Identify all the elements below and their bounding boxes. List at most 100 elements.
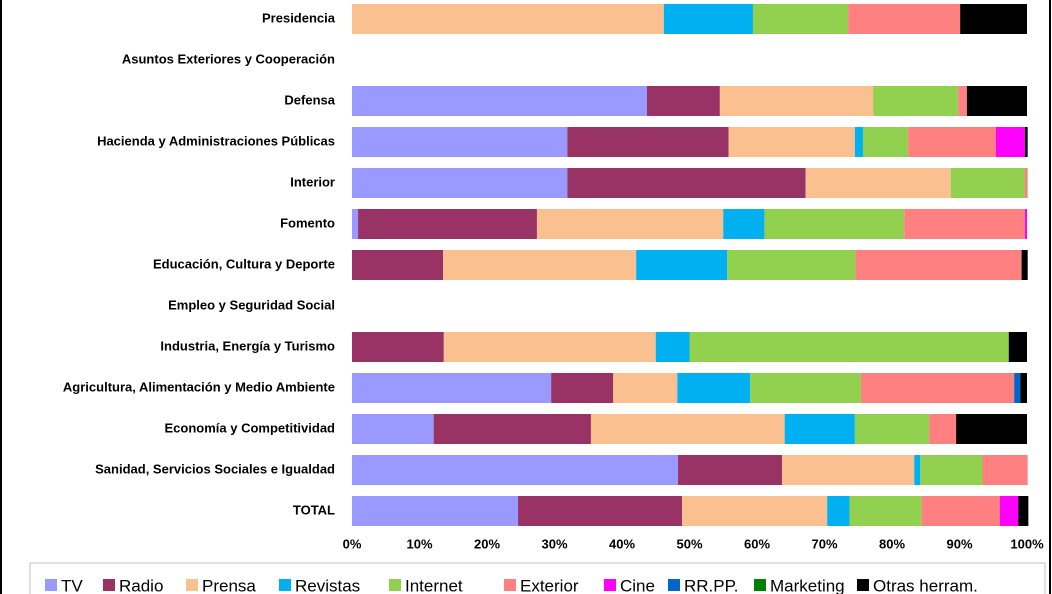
bar-segment (352, 414, 434, 444)
bar-segment (862, 127, 909, 157)
bar-segment (1024, 127, 1028, 157)
bar-segment (929, 414, 957, 444)
x-tick-label: 40% (609, 536, 635, 551)
bar-segment (352, 496, 519, 526)
bar-segment (443, 332, 656, 362)
bar-segment (352, 86, 647, 116)
bar-segment (352, 209, 359, 239)
legend-label: RR.PP. (684, 576, 739, 594)
bar-segment (728, 127, 855, 157)
x-tick-label: 10% (406, 536, 432, 551)
category-label: Empleo y Seguridad Social (168, 297, 335, 312)
bar-segment (352, 373, 552, 403)
bar-segment (352, 168, 568, 198)
legend-swatch (186, 579, 198, 591)
bar-segment (920, 455, 983, 485)
bar-segment (873, 86, 959, 116)
bar-segment (1024, 209, 1027, 239)
bar-segment (956, 414, 1027, 444)
bar-segment (655, 332, 690, 362)
category-label: Defensa (284, 92, 335, 107)
bar-segment (1021, 250, 1028, 280)
bar-segment (727, 250, 856, 280)
bar-segment (982, 455, 1028, 485)
bar-segment (677, 373, 751, 403)
x-tick-label: 0% (343, 536, 362, 551)
bar-segment (536, 209, 724, 239)
legend-label: Otras herram. (873, 576, 978, 594)
bar-segment (443, 250, 637, 280)
bar-segment (849, 496, 922, 526)
bar-segment (613, 373, 678, 403)
bar-segment (719, 86, 874, 116)
bar-segment (921, 496, 1000, 526)
x-tick-label: 80% (879, 536, 905, 551)
bar-segment (433, 414, 591, 444)
legend-label: Cine (620, 576, 655, 594)
category-label: Economía y Competitividad (165, 420, 336, 435)
legend-swatch (389, 579, 401, 591)
bar-segment (1020, 373, 1027, 403)
x-tick-label: 30% (541, 536, 567, 551)
bar-segment (1008, 332, 1027, 362)
bar-segment (854, 414, 930, 444)
category-label: Presidencia (262, 10, 336, 25)
category-label: Hacienda y Administraciones Públicas (97, 133, 335, 148)
bar-segment (960, 4, 1027, 34)
bar-segment (860, 373, 1015, 403)
bar-segment (805, 168, 951, 198)
bar-segment (1024, 168, 1028, 198)
bar-segment (995, 127, 1025, 157)
bar-segment (663, 4, 753, 34)
legend-label: Prensa (202, 576, 256, 594)
bar-segment (551, 373, 614, 403)
legend-label: Exterior (520, 576, 579, 594)
category-label: Asuntos Exteriores y Cooperación (122, 51, 335, 66)
bar-segment (723, 209, 765, 239)
legend-label: Radio (119, 576, 163, 594)
bar-segment (352, 250, 444, 280)
bar-segment (848, 4, 961, 34)
bar-segment (784, 414, 855, 444)
bar-segment (352, 455, 679, 485)
bar-segment (752, 4, 849, 34)
legend-swatch (103, 579, 115, 591)
x-tick-label: 50% (676, 536, 702, 551)
bar-segment (855, 250, 1022, 280)
bar-segment (567, 127, 729, 157)
bar-segment (908, 127, 996, 157)
bar-segment (854, 127, 863, 157)
bar-segment (1000, 496, 1019, 526)
bar-segment (518, 496, 683, 526)
category-label: Agricultura, Alimentación y Medio Ambien… (63, 379, 335, 394)
category-label: Educación, Cultura y Deporte (153, 256, 335, 271)
bar-segment (689, 332, 1009, 362)
bar-segment (678, 455, 782, 485)
category-label: Interior (290, 174, 335, 189)
bar-segment (966, 86, 1027, 116)
x-tick-label: 90% (946, 536, 972, 551)
legend-swatch (604, 579, 616, 591)
legend-box (29, 562, 1046, 594)
legend-label: Marketing (770, 576, 845, 594)
bar-segment (1014, 373, 1021, 403)
bar-segment (914, 455, 921, 485)
bar-segment (904, 209, 1025, 239)
legend-swatch (45, 579, 57, 591)
legend-swatch (504, 579, 516, 591)
bar-segment (764, 209, 905, 239)
bar-segment (1018, 496, 1029, 526)
x-tick-label: 70% (811, 536, 837, 551)
bar-segment (750, 373, 861, 403)
x-tick-label: 60% (744, 536, 770, 551)
bar-segment (682, 496, 828, 526)
legend-swatch (857, 579, 869, 591)
category-label: Industria, Energía y Turismo (160, 338, 335, 353)
bar-segment (358, 209, 537, 239)
x-tick-label: 100% (1010, 536, 1044, 551)
category-label: Fomento (280, 215, 335, 230)
legend-label: Revistas (295, 576, 360, 594)
bar-segment (781, 455, 915, 485)
bar-segment (590, 414, 785, 444)
